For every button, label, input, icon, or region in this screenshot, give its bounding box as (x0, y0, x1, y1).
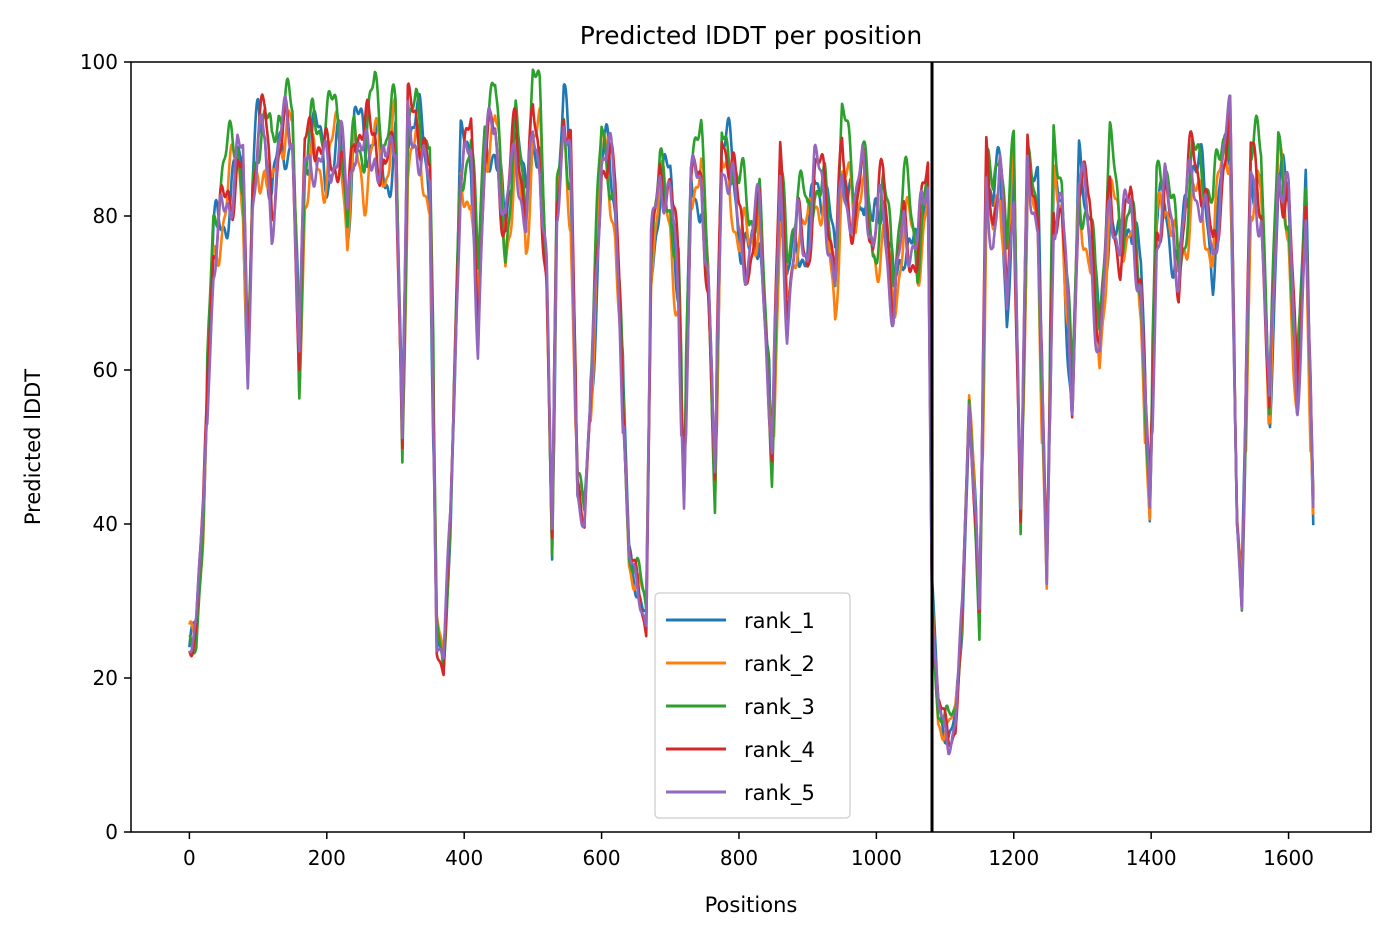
y-tick-label: 20 (93, 666, 118, 690)
legend: rank_1 rank_2 rank_3 rank_4 rank_5 (654, 592, 851, 819)
legend-label-rank_4: rank_4 (744, 738, 815, 763)
series-line-rank_5 (188, 94, 1315, 756)
x-tick-label: 200 (308, 846, 346, 870)
x-tick-label: 1000 (851, 846, 902, 870)
x-axis: 0 200 400 600 800 1000 1200 1400 1600 (183, 832, 1314, 870)
y-tick-label: 80 (93, 204, 118, 228)
x-tick-label: 400 (445, 846, 483, 870)
x-tick-label: 600 (582, 846, 620, 870)
x-axis-label: Positions (705, 893, 798, 917)
legend-label-rank_1: rank_1 (744, 609, 815, 634)
x-tick-label: 1200 (988, 846, 1039, 870)
legend-label-rank_2: rank_2 (744, 652, 815, 677)
legend-label-rank_3: rank_3 (744, 695, 815, 720)
y-tick-label: 100 (80, 50, 118, 74)
chart-title: Predicted lDDT per position (580, 21, 922, 50)
legend-box (654, 592, 851, 819)
x-tick-label: 0 (183, 846, 196, 870)
plot-lines (188, 68, 1315, 756)
x-tick-label: 800 (720, 846, 758, 870)
plot-frame (130, 61, 1372, 833)
y-axis-label: Predicted lDDT (21, 369, 45, 525)
x-tick-label: 1400 (1126, 846, 1177, 870)
y-axis: 0 20 40 60 80 100 (80, 50, 131, 844)
y-tick-label: 0 (105, 820, 118, 844)
series-line-rank_3 (188, 68, 1315, 725)
legend-label-rank_5: rank_5 (744, 781, 815, 806)
y-tick-label: 40 (93, 512, 118, 536)
y-tick-label: 60 (93, 358, 118, 382)
x-tick-label: 1600 (1263, 846, 1314, 870)
